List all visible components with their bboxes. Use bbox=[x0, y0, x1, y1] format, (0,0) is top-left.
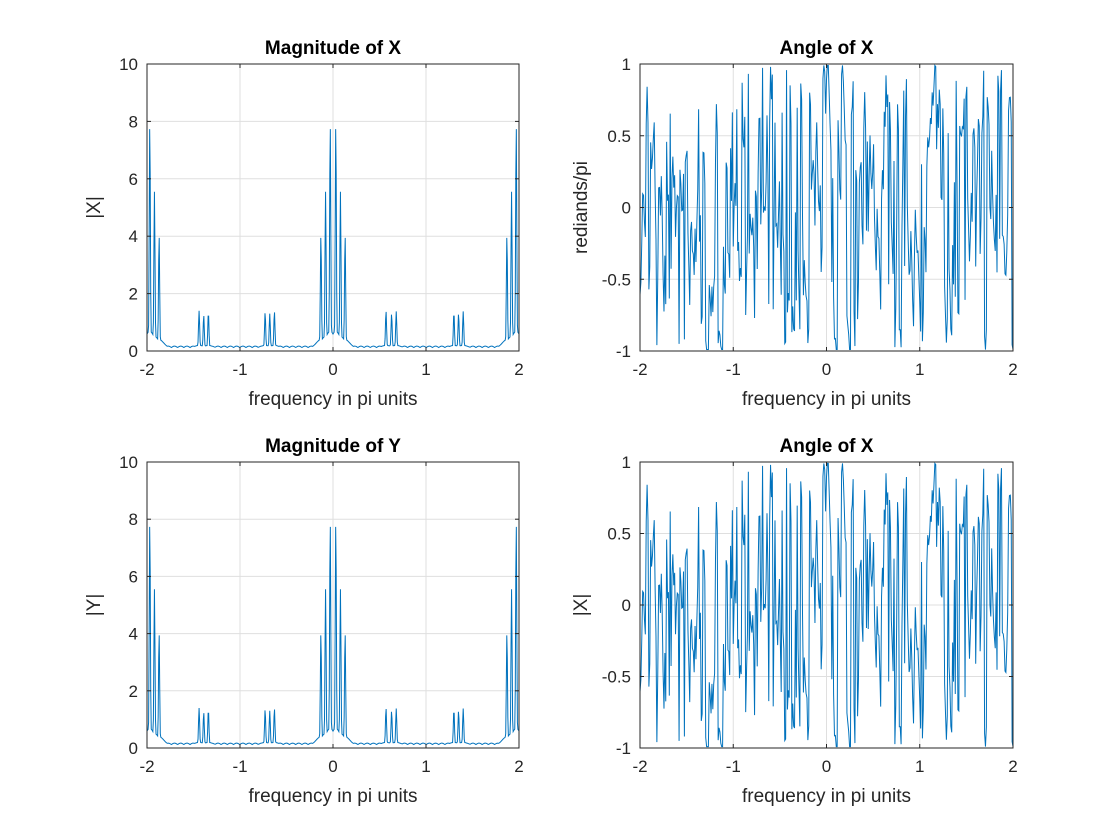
magnitude-y-y-tick-label: 0 bbox=[129, 739, 138, 758]
magnitude-x-y-tick-label: 0 bbox=[129, 342, 138, 361]
angle-x-top-y-tick-label: 1 bbox=[622, 55, 631, 74]
magnitude-x-x-tick-label: -2 bbox=[139, 360, 154, 379]
magnitude-x-y-axis-label: |X| bbox=[84, 196, 105, 219]
magnitude-y-y-axis-label: |Y| bbox=[84, 594, 105, 617]
angle-x-bottom-x-tick-label: 0 bbox=[822, 757, 831, 776]
magnitude-y-x-tick-label: -1 bbox=[232, 757, 247, 776]
angle-x-top-title: Angle of X bbox=[780, 38, 874, 59]
magnitude-x-y-tick-label: 8 bbox=[129, 112, 138, 131]
magnitude-x-x-tick-label: 1 bbox=[421, 360, 430, 379]
angle-x-bottom-title: Angle of X bbox=[780, 436, 874, 457]
angle-x-top-x-tick-label: 0 bbox=[822, 360, 831, 379]
magnitude-x-y-tick-label: 2 bbox=[129, 285, 138, 304]
magnitude-y-title: Magnitude of Y bbox=[265, 436, 401, 457]
angle-x-top-x-tick-label: -2 bbox=[632, 360, 647, 379]
magnitude-x-y-tick-label: 4 bbox=[129, 227, 138, 246]
magnitude-y-x-tick-label: 1 bbox=[421, 757, 430, 776]
angle-x-bottom-y-tick-label: 0 bbox=[622, 596, 631, 615]
angle-x-bottom-y-axis-label: |X| bbox=[571, 594, 592, 617]
angle-x-bottom-y-tick-label: -0.5 bbox=[602, 668, 631, 687]
angle-x-top-x-axis-label: frequency in pi units bbox=[742, 389, 911, 410]
angle-x-top-y-tick-label: -0.5 bbox=[602, 270, 631, 289]
angle-x-bottom-x-tick-label: 1 bbox=[915, 757, 924, 776]
magnitude-x-x-axis-label: frequency in pi units bbox=[249, 389, 418, 410]
angle-x-top-y-axis-label: rediands/pi bbox=[571, 161, 592, 254]
angle-x-bottom-x-tick-label: 2 bbox=[1008, 757, 1017, 776]
magnitude-x-y-tick-label: 10 bbox=[119, 55, 138, 74]
magnitude-y-x-tick-label: 2 bbox=[514, 757, 523, 776]
magnitude-x-x-tick-label: 0 bbox=[328, 360, 337, 379]
angle-x-top-y-tick-label: 0 bbox=[622, 199, 631, 218]
angle-x-bottom-series-line bbox=[640, 462, 1013, 748]
magnitude-x-title: Magnitude of X bbox=[265, 38, 401, 59]
magnitude-x-x-tick-label: 2 bbox=[514, 360, 523, 379]
angle-x-top-y-tick-label: -1 bbox=[616, 342, 631, 361]
magnitude-x-x-tick-label: -1 bbox=[232, 360, 247, 379]
angle-x-bottom-x-tick-label: -2 bbox=[632, 757, 647, 776]
magnitude-y-y-tick-label: 6 bbox=[129, 567, 138, 586]
magnitude-y-x-axis-label: frequency in pi units bbox=[249, 786, 418, 807]
angle-x-bottom-x-tick-label: -1 bbox=[726, 757, 741, 776]
magnitude-y-x-tick-label: -2 bbox=[139, 757, 154, 776]
magnitude-x-axes: -2 -1 0 1 2 0 2 4 6 8 10 Magnitude of X frequency in… bbox=[84, 38, 524, 410]
magnitude-y-y-tick-label: 4 bbox=[129, 625, 138, 644]
angle-x-top-x-tick-label: 2 bbox=[1008, 360, 1017, 379]
angle-x-top-x-tick-label: 1 bbox=[915, 360, 924, 379]
angle-x-bottom-x-axis-label: frequency in pi units bbox=[742, 786, 911, 807]
angle-x-bottom-y-tick-label: 0.5 bbox=[607, 525, 631, 544]
magnitude-y-series-line bbox=[147, 526, 519, 746]
magnitude-y-y-tick-label: 8 bbox=[129, 510, 138, 529]
angle-x-top-y-tick-label: 0.5 bbox=[607, 127, 631, 146]
angle-x-top-x-tick-label: -1 bbox=[726, 360, 741, 379]
magnitude-y-y-tick-label: 2 bbox=[129, 682, 138, 701]
magnitude-x-y-tick-label: 6 bbox=[129, 170, 138, 189]
angle-x-top-series-line bbox=[640, 64, 1013, 351]
magnitude-y-x-tick-label: 0 bbox=[328, 757, 337, 776]
magnitude-y-axes: -2 -1 0 1 2 0 2 4 6 8 10 Magnitude of Y frequency in… bbox=[84, 436, 524, 807]
magnitude-y-y-tick-label: 10 bbox=[119, 453, 138, 472]
angle-x-bottom-y-tick-label: -1 bbox=[616, 739, 631, 758]
angle-x-bottom-y-tick-label: 1 bbox=[622, 453, 631, 472]
magnitude-x-series-line bbox=[147, 129, 519, 349]
